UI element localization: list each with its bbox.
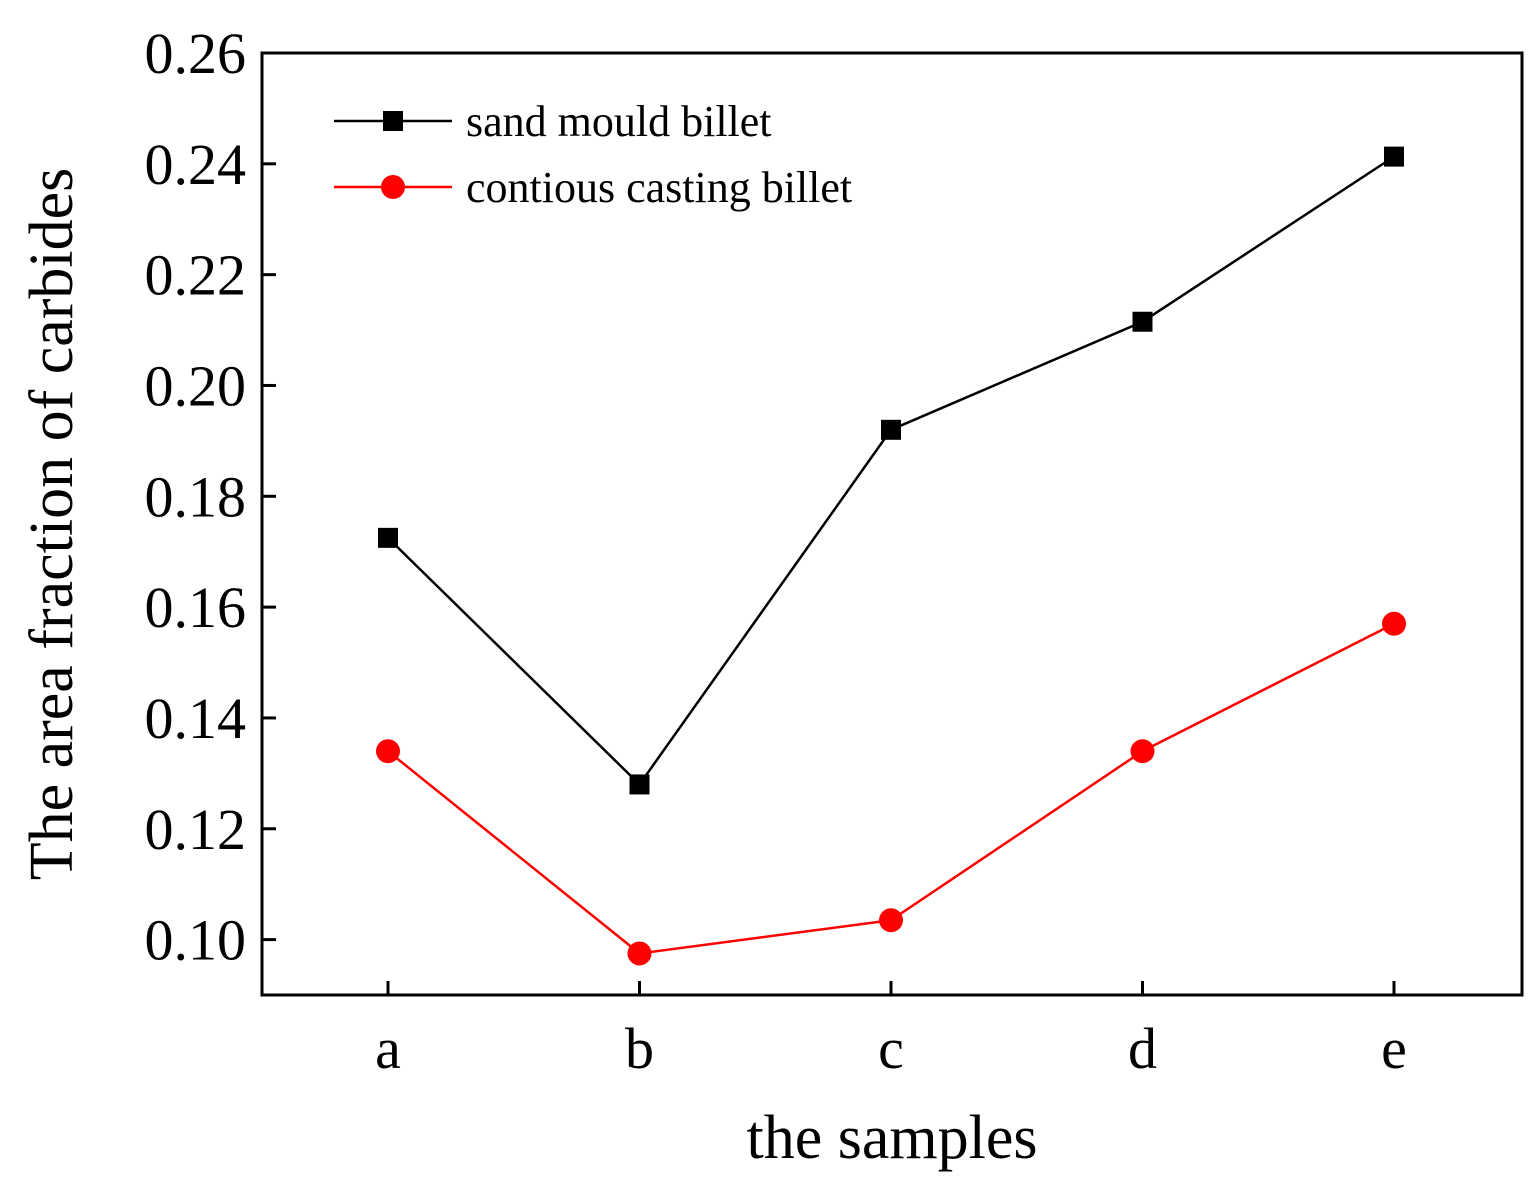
y-tick-label: 0.12 (145, 797, 247, 862)
data-point (1130, 739, 1155, 764)
plot-frame (260, 51, 1524, 997)
data-point (881, 419, 901, 440)
y-tick-label: 0.26 (145, 21, 247, 86)
x-tick-label: b (625, 1016, 654, 1081)
y-tick-label: 0.24 (145, 132, 247, 197)
series-layer (376, 146, 1406, 966)
data-point (627, 941, 652, 966)
x-tick-label: d (1128, 1016, 1157, 1081)
series-line (387, 622, 1395, 955)
x-tick-label: e (1381, 1016, 1407, 1081)
data-point (376, 739, 400, 764)
legend-label: sand mould billet (466, 97, 772, 146)
legend: sand mould billet contious casting billet (334, 97, 852, 212)
legend-marker (381, 175, 405, 199)
y-tick-label: 0.20 (145, 353, 247, 418)
legend-item: sand mould billet (334, 97, 772, 146)
data-point (629, 774, 650, 795)
legend-label: contious casting billet (466, 163, 852, 212)
x-axis-title: the samples (747, 1104, 1038, 1172)
axes: 0.10 0.12 0.14 0.16 0.18 0.20 0.22 0.24 0.26 a b c d… (145, 21, 1524, 1081)
legend-item: contious casting billet (334, 163, 852, 212)
data-point (378, 527, 398, 548)
y-axis-title: The area fraction of carbides (18, 168, 86, 881)
y-tick-label: 0.16 (145, 575, 247, 640)
data-point (1132, 311, 1153, 332)
data-point (879, 908, 903, 933)
y-tick-label: 0.14 (145, 686, 247, 751)
series-1 (378, 146, 1404, 795)
series-line (387, 155, 1395, 787)
series-2 (376, 611, 1406, 966)
y-tick-label: 0.18 (145, 464, 247, 529)
data-point (1382, 611, 1406, 636)
y-tick-label: 0.10 (145, 908, 247, 973)
x-tick-label: c (878, 1016, 904, 1081)
x-tick-label: a (375, 1016, 401, 1081)
y-tick-label: 0.22 (145, 243, 247, 308)
data-point (1384, 146, 1404, 167)
legend-marker (383, 111, 403, 131)
